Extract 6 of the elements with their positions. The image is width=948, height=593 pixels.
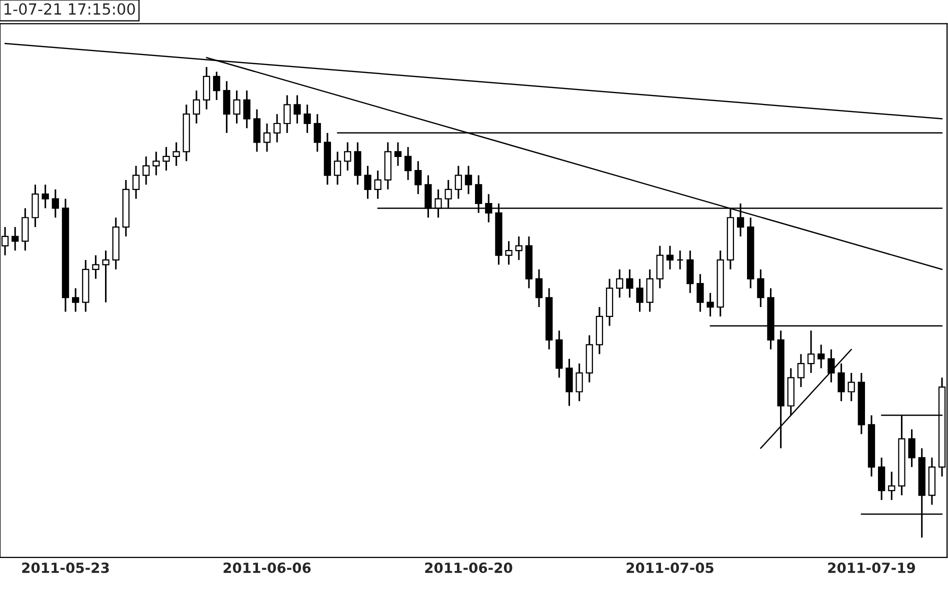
x-tick-label: 2011-07-19 [828,562,916,574]
chart-title: 1-07-21 17:15:00 [4,3,135,15]
x-tick-label: 2011-05-23 [22,562,109,574]
x-tick-label: 2011-06-06 [224,562,311,574]
x-tick-label: 2011-07-05 [626,562,714,574]
x-tick-label: 2011-06-20 [425,562,512,574]
